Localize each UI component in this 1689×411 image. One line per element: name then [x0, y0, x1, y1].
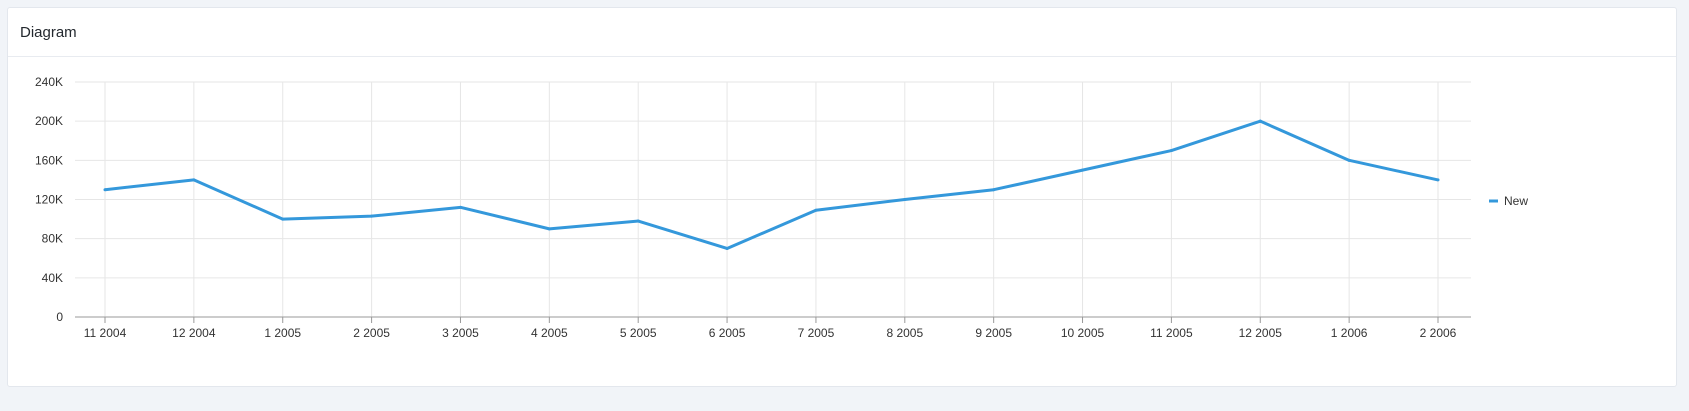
- line-chart: 0 40K 80K 120K 160K 200K 240K 11 2004 12 2004 1 2…: [35, 75, 1528, 340]
- x-tick-label: 1 2006: [1331, 326, 1368, 340]
- y-tick-label: 0: [56, 310, 63, 324]
- x-tick-label: 6 2005: [709, 326, 746, 340]
- data-point: [992, 188, 996, 192]
- data-point: [458, 205, 462, 209]
- y-tick-label: 80K: [42, 232, 63, 246]
- x-tick-label: 4 2005: [531, 326, 568, 340]
- diagram-panel: Diagram 0 40K 80K 120K 160K 200K 240K 11 2004 12…: [7, 7, 1677, 387]
- data-point: [1169, 149, 1173, 153]
- data-point: [1436, 178, 1440, 182]
- y-tick-label: 120K: [35, 193, 63, 207]
- panel-title: Diagram: [8, 8, 1676, 57]
- data-point: [547, 227, 551, 231]
- data-point: [192, 178, 196, 182]
- x-tick-label: 11 2004: [84, 326, 127, 340]
- x-tick-label: 12 2004: [172, 326, 216, 340]
- chart-area: 0 40K 80K 120K 160K 200K 240K 11 2004 12 2004 1 2…: [8, 57, 1676, 387]
- series-line-new: [104, 119, 1439, 250]
- y-tick-label: 200K: [35, 114, 63, 128]
- y-tick-label: 160K: [35, 153, 63, 167]
- data-point: [903, 198, 907, 201]
- y-tick-label: 240K: [35, 75, 63, 89]
- x-tick-label: 11 2005: [1150, 326, 1193, 340]
- x-tick-label: 1 2005: [264, 326, 301, 340]
- data-point: [1258, 119, 1262, 123]
- x-tick-label: 5 2005: [620, 326, 657, 340]
- data-point: [103, 188, 107, 192]
- x-tick-label: 10 2005: [1061, 326, 1105, 340]
- x-tick-label: 7 2005: [798, 326, 835, 340]
- x-tick-label: 3 2005: [442, 326, 479, 340]
- data-point: [636, 219, 640, 223]
- data-point: [281, 217, 285, 221]
- data-point: [814, 208, 818, 212]
- data-point: [1347, 158, 1351, 162]
- x-tick-label: 9 2005: [975, 326, 1012, 340]
- x-tick-label: 2 2005: [353, 326, 390, 340]
- x-tick-label: 8 2005: [886, 326, 923, 340]
- y-tick-label: 40K: [42, 271, 63, 285]
- x-tick-label: 2 2006: [1420, 326, 1457, 340]
- x-tick-label: 12 2005: [1239, 326, 1283, 340]
- data-point: [1081, 168, 1085, 172]
- legend-label: New: [1504, 194, 1528, 208]
- data-point: [370, 214, 374, 218]
- data-point: [725, 246, 729, 250]
